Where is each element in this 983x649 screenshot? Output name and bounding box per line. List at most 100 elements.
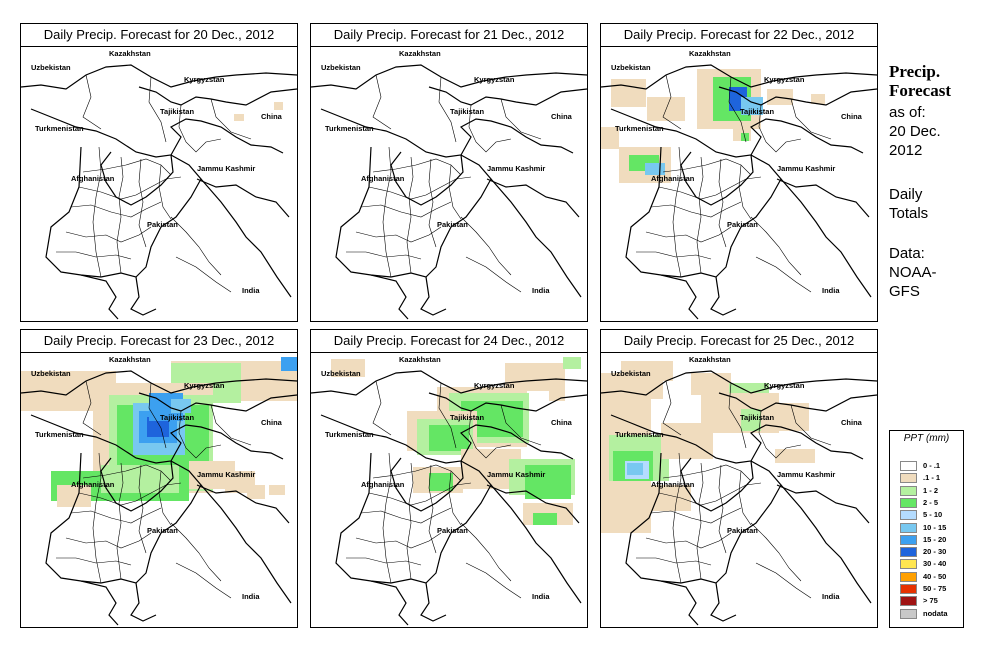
precip-layer (601, 69, 825, 183)
province-line (438, 382, 457, 449)
map-labels: Kazakhstan Uzbekistan Kyrgyzstan Tajikistan… (611, 49, 863, 295)
province-line (448, 164, 462, 220)
province-line (696, 156, 704, 274)
province-line (178, 410, 222, 459)
legend-label: 20 - 30 (923, 547, 947, 557)
legend-item: 20 - 30 (900, 547, 960, 558)
legend-swatch (900, 596, 917, 607)
country-label: Pakistan (147, 526, 178, 535)
country-border (680, 457, 754, 512)
legend-swatch (900, 485, 917, 496)
province-line (738, 164, 752, 220)
country-label: Turkmenistan (35, 430, 84, 439)
map-svg: Kazakhstan Uzbekistan Kyrgyzstan Tajikistan… (311, 49, 587, 320)
country-border (486, 178, 580, 218)
province-line (728, 382, 747, 449)
legend-label: 2 - 5 (923, 497, 939, 507)
province-line (758, 410, 802, 459)
legend-item: 40 - 50 (900, 571, 960, 583)
totals-line: Totals (889, 205, 929, 222)
province-line (672, 146, 682, 278)
data-label: Data: (889, 245, 925, 262)
country-label: Afghanistan (361, 174, 405, 183)
country-border (335, 452, 492, 584)
precip-layer (331, 357, 581, 525)
country-border (610, 108, 864, 158)
province-line (755, 562, 812, 599)
province-line (138, 158, 147, 248)
map-labels: Kazakhstan Uzbekistan Kyrgyzstan Tajikistan… (321, 49, 573, 295)
sidebar-title-line2: Forecast (889, 81, 951, 100)
country-border (21, 64, 297, 90)
precip-cell (533, 513, 557, 525)
precip-cell (741, 97, 763, 115)
country-borders (311, 64, 587, 320)
legend-item: 5 - 10 (900, 510, 960, 521)
country-label: Kazakhstan (109, 49, 151, 58)
precip-cell (57, 485, 91, 507)
country-border (30, 414, 284, 464)
country-border (30, 108, 284, 158)
panel-title: Daily Precip. Forecast for 25 Dec., 2012 (601, 330, 877, 353)
province-line (355, 226, 442, 243)
legend-item: 0 - .1 (900, 461, 960, 472)
country-label: Uzbekistan (321, 369, 361, 378)
country-border (311, 64, 587, 90)
country-border (710, 276, 737, 316)
province-line (116, 462, 124, 580)
country-label: Tajikistan (160, 413, 194, 422)
country-label: Kyrgyzstan (184, 75, 225, 84)
legend-item: 15 - 20 (900, 534, 960, 546)
province-line (718, 464, 727, 554)
country-label: Pakistan (437, 526, 468, 535)
country-label: China (261, 418, 283, 427)
precip-cell (563, 357, 581, 369)
precip-cell (269, 485, 285, 495)
province-line (382, 146, 392, 278)
province-line (750, 522, 802, 582)
country-label: Turkmenistan (615, 430, 664, 439)
legend-label: 40 - 50 (923, 571, 947, 581)
country-border (601, 64, 877, 90)
sidebar-title-line1: Precip. (889, 62, 941, 81)
country-border (200, 178, 292, 298)
legend-item: 50 - 75 (900, 584, 960, 595)
country-label: Turkmenistan (325, 124, 374, 133)
as-of-year-line: 2012 (889, 142, 923, 159)
country-borders (21, 370, 297, 626)
forecast-panel-dec22: Daily Precip. Forecast for 22 Dec., 2012… (600, 23, 878, 322)
country-borders (311, 370, 587, 626)
province-line (662, 464, 752, 482)
precip-cell (505, 363, 565, 391)
province-line (500, 98, 542, 140)
province-line (178, 104, 222, 153)
country-label: Tajikistan (740, 107, 774, 116)
province-line (210, 404, 252, 446)
province-line (465, 256, 522, 293)
precip-cell (761, 403, 809, 431)
country-label: India (822, 592, 840, 601)
country-label: Tajikistan (450, 107, 484, 116)
province-line (460, 522, 512, 582)
legend-swatch (900, 461, 917, 471)
country-border (625, 452, 782, 584)
country-border (776, 178, 870, 218)
country-border (21, 370, 297, 396)
province-line (750, 216, 802, 276)
province-line (70, 201, 162, 218)
province-line (662, 158, 752, 176)
country-label: China (551, 112, 573, 121)
country-label: Jammu Kashmir (777, 164, 835, 173)
province-line (662, 74, 682, 130)
legend-swatch (900, 559, 917, 570)
country-border (420, 582, 447, 622)
country-label: Turkmenistan (35, 124, 84, 133)
forecast-panel-dec24: Daily Precip. Forecast for 24 Dec., 2012… (310, 329, 588, 628)
country-border (335, 146, 492, 278)
province-line (500, 404, 542, 446)
map-labels: Kazakhstan Uzbekistan Kyrgyzstan Tajikistan… (611, 355, 863, 601)
province-line (65, 226, 152, 243)
precip-cell (331, 359, 365, 377)
province-line (360, 201, 452, 218)
country-border (390, 151, 464, 206)
